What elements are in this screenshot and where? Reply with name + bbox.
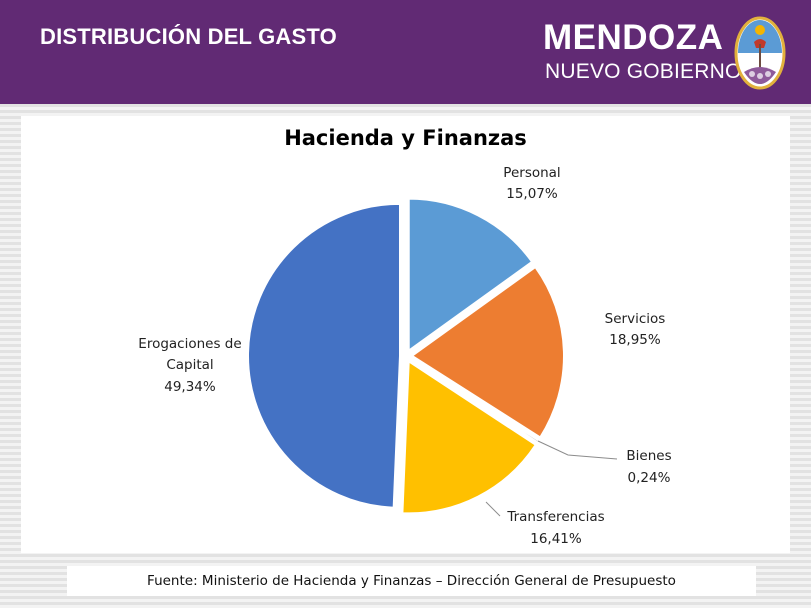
leader-transferencias: [485, 501, 501, 517]
label-servicios-name: Servicios: [605, 311, 666, 327]
source-text: Fuente: Ministerio de Hacienda y Finanza…: [147, 573, 676, 589]
slice-servicios: [410, 265, 565, 439]
leader-bienes: [537, 440, 618, 460]
label-erogaciones-line1: Erogaciones de: [138, 336, 241, 352]
label-personal-value: 15,07%: [506, 186, 558, 202]
brand-subtitle: NUEVO GOBIERNO: [545, 60, 742, 83]
label-erogaciones-name: Erogaciones de Capital: [138, 336, 241, 373]
slice-transferencias: [401, 359, 538, 515]
label-transferencias-value: 16,41%: [530, 531, 582, 547]
header-bar: DISTRIBUCIÓN DEL GASTO MENDOZA NUEVO GOB…: [0, 0, 811, 104]
slice-erogaciones: [247, 202, 402, 509]
label-servicios-value: 18,95%: [609, 332, 661, 348]
label-erogaciones-value: 49,34%: [164, 379, 216, 395]
label-erogaciones-line2: Capital: [166, 357, 213, 373]
label-bienes-name: Bienes: [626, 448, 671, 464]
header-title: DISTRIBUCIÓN DEL GASTO: [40, 24, 337, 49]
label-transferencias-name: Transferencias: [506, 509, 604, 525]
chart-title: Hacienda y Finanzas: [284, 126, 527, 150]
brand-name: MENDOZA: [543, 18, 724, 57]
label-bienes-value: 0,24%: [628, 470, 671, 486]
coat-of-arms-icon: [734, 16, 786, 90]
label-personal-name: Personal: [503, 165, 560, 181]
slice-personal: [407, 197, 534, 353]
source-box: Fuente: Ministerio de Hacienda y Finanza…: [67, 566, 756, 596]
